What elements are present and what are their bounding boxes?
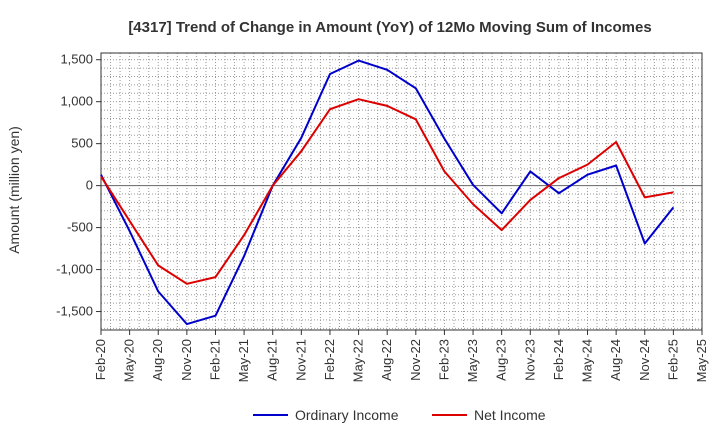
x-tick-label: Aug-23 bbox=[494, 339, 509, 381]
x-tick-label: Feb-25 bbox=[665, 339, 680, 380]
y-tick-label: 500 bbox=[71, 136, 93, 151]
x-tick-label: Aug-20 bbox=[150, 339, 165, 381]
y-tick-label: 1,000 bbox=[60, 94, 93, 109]
y-tick-label: 0 bbox=[86, 178, 93, 193]
legend-label-1: Net Income bbox=[474, 407, 546, 423]
chart-title: [4317] Trend of Change in Amount (YoY) o… bbox=[128, 19, 651, 36]
legend: Ordinary Income Net Income bbox=[253, 407, 546, 423]
x-tick-label: Feb-23 bbox=[436, 339, 451, 380]
y-tick-label: 1,500 bbox=[60, 52, 93, 67]
x-tick-label: May-23 bbox=[465, 339, 480, 382]
x-tick-label: May-25 bbox=[694, 339, 709, 382]
axes: 1,500 1,000 500 0 -500 -1,000 -1,500 Feb-20 May-… bbox=[56, 52, 709, 383]
series-line-1 bbox=[100, 98, 674, 285]
x-tick-label: Aug-21 bbox=[265, 339, 280, 381]
x-tick-label: May-20 bbox=[122, 339, 137, 382]
legend-label-0: Ordinary Income bbox=[295, 407, 399, 423]
y-axis-label: Amount (million yen) bbox=[6, 126, 22, 254]
series-lines bbox=[100, 59, 675, 326]
x-tick-label: Nov-23 bbox=[522, 339, 537, 381]
y-tick-label: -1,500 bbox=[56, 304, 93, 319]
x-tick-label: May-24 bbox=[580, 339, 595, 382]
series-line-0 bbox=[100, 59, 675, 326]
y-tick-label: -1,000 bbox=[56, 262, 93, 277]
x-tick-label: Nov-22 bbox=[408, 339, 423, 381]
grid bbox=[101, 53, 702, 330]
x-tick-label: Nov-20 bbox=[179, 339, 194, 381]
x-tick-label: Nov-21 bbox=[293, 339, 308, 381]
x-tick-label: Feb-21 bbox=[207, 339, 222, 380]
x-tick-label: Aug-22 bbox=[379, 339, 394, 381]
x-tick-label: Feb-24 bbox=[551, 339, 566, 380]
plot-frame bbox=[100, 52, 703, 331]
y-tick-label: -500 bbox=[67, 220, 93, 235]
x-tick-label: Feb-22 bbox=[322, 339, 337, 380]
x-tick-label: Feb-20 bbox=[93, 339, 108, 380]
x-tick-label: Nov-24 bbox=[637, 339, 652, 381]
x-tick-label: May-22 bbox=[351, 339, 366, 382]
x-tick-label: Aug-24 bbox=[608, 339, 623, 381]
x-tick-label: May-21 bbox=[236, 339, 251, 382]
